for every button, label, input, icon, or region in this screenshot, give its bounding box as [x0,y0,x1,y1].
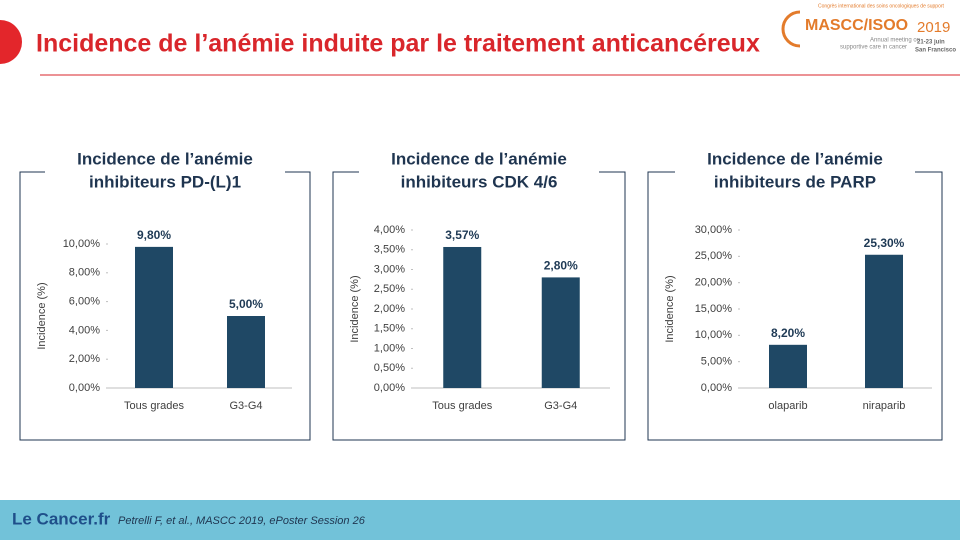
chart-title: Incidence de l’anémie [77,149,253,168]
footer-brand: Le Cancer.fr [12,509,111,528]
data-label: 2,80% [544,259,578,273]
y-axis-label: Incidence (%) [664,275,676,342]
y-tick-label: 6,00% [69,296,100,308]
logo: Congrès international des soins oncologi… [781,3,956,54]
y-tick-label: 8,00% [69,267,100,279]
x-tick-label: olaparib [768,400,807,412]
y-tick-label: 3,00% [374,263,405,275]
footer-band [0,500,960,540]
y-axis-label: Incidence (%) [36,282,48,349]
y-tick-label: 5,00% [701,356,732,368]
chart-title: inhibiteurs CDK 4/6 [401,172,558,191]
title-mask [675,166,915,178]
x-tick-label: niraparib [863,400,906,412]
data-label: 9,80% [137,228,171,242]
logo-top: Congrès international des soins oncologi… [818,3,945,9]
red-semicircle [0,20,22,64]
y-tick-label: 25,00% [695,250,733,262]
logo-sub2: supportive care in cancer [840,45,907,51]
y-tick-label: 0,00% [701,382,732,394]
y-tick-label: 2,50% [374,283,405,295]
logo-sub1: Annual meeting on [870,38,920,44]
chart-title: inhibiteurs de PARP [714,172,876,191]
bar [769,344,807,388]
bar [135,246,173,388]
x-tick-label: G3-G4 [229,400,262,412]
footer-citation: Petrelli F, et al., MASCC 2019, ePoster … [118,515,366,527]
logo-year: 2019 [917,19,950,36]
y-tick-label: 1,00% [374,342,405,354]
bar [227,316,265,388]
bar [443,246,482,388]
y-tick-label: 0,50% [374,362,405,374]
x-tick-label: Tous grades [432,400,492,412]
logo-dates: 21-23 juin [917,40,945,46]
y-tick-label: 10,00% [63,238,101,250]
y-tick-label: 0,00% [69,382,100,394]
chart-title: Incidence de l’anémie [391,149,567,168]
slide-title: Incidence de l’anémie induite par le tra… [36,30,760,58]
chart-title: Incidence de l’anémie [707,149,883,168]
y-tick-label: 2,00% [69,353,100,365]
data-label: 8,20% [771,326,805,340]
y-tick-label: 3,50% [374,244,405,256]
y-tick-label: 20,00% [695,277,733,289]
title-mask [359,166,599,178]
bar [541,277,580,388]
y-tick-label: 30,00% [695,224,733,236]
bar [865,254,903,388]
y-tick-label: 10,00% [695,329,733,341]
data-label: 3,57% [445,228,479,242]
y-tick-label: 0,00% [374,382,405,394]
y-axis-label: Incidence (%) [349,275,361,342]
logo-arc [781,10,801,48]
y-tick-label: 4,00% [69,324,100,336]
title-mask [45,166,285,178]
y-tick-label: 2,00% [374,303,405,315]
logo-name: MASCC/ISOO [805,17,908,34]
y-tick-label: 1,50% [374,323,405,335]
x-tick-label: Tous grades [124,400,184,412]
y-tick-label: 15,00% [695,303,733,315]
logo-city: San Francisco [915,48,956,54]
y-tick-label: 4,00% [374,224,405,236]
x-tick-label: G3-G4 [544,400,577,412]
data-label: 5,00% [229,297,263,311]
data-label: 25,30% [864,236,905,250]
chart-title: inhibiteurs PD-(L)1 [89,172,241,191]
